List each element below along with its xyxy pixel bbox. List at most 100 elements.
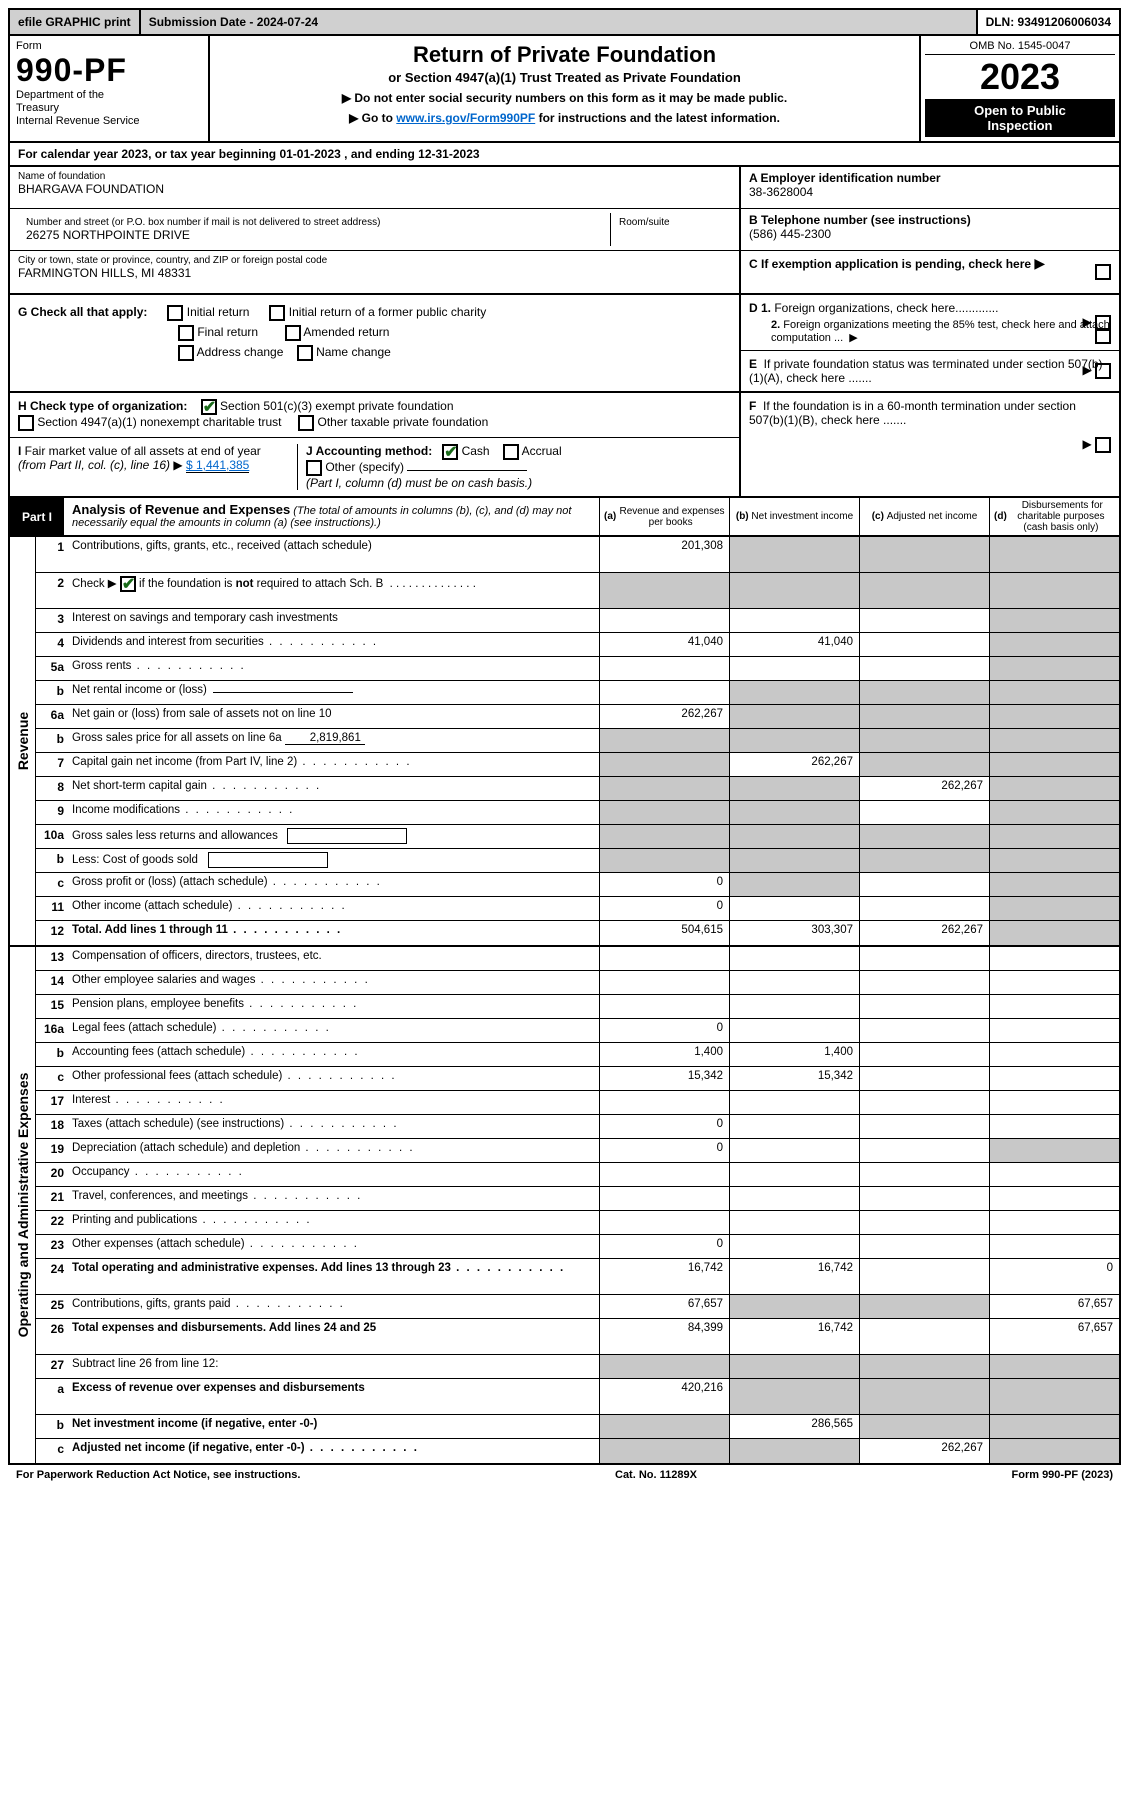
col-a-header: (a) Revenue and expenses per books <box>599 498 729 535</box>
cell-col-b <box>729 1187 859 1210</box>
row-number: 10a <box>36 825 68 848</box>
cell-col-d <box>989 1043 1119 1066</box>
cell-col-c: 262,267 <box>859 777 989 800</box>
cell-col-c <box>859 971 989 994</box>
amended-return-checkbox[interactable] <box>285 325 301 341</box>
cell-col-d <box>989 801 1119 824</box>
row-description: Dividends and interest from securities <box>68 633 599 656</box>
cell-col-d <box>989 825 1119 848</box>
row-number: b <box>36 681 68 704</box>
table-row: 10aGross sales less returns and allowanc… <box>36 825 1119 849</box>
irs-link[interactable]: www.irs.gov/Form990PF <box>396 111 535 125</box>
name-change-checkbox[interactable] <box>297 345 313 361</box>
f-checkbox[interactable] <box>1095 437 1111 453</box>
open-public: Open to PublicInspection <box>925 99 1115 137</box>
row-number: 8 <box>36 777 68 800</box>
cell-col-a: 420,216 <box>599 1379 729 1414</box>
row-number: 13 <box>36 947 68 970</box>
row-number: 26 <box>36 1319 68 1354</box>
cell-col-b: 303,307 <box>729 921 859 945</box>
table-row: 26Total expenses and disbursements. Add … <box>36 1319 1119 1355</box>
schb-checkbox[interactable] <box>120 576 136 592</box>
table-row: cOther professional fees (attach schedul… <box>36 1067 1119 1091</box>
cell-col-a: 0 <box>599 1019 729 1042</box>
cell-col-b <box>729 537 859 572</box>
form-header: Form 990-PF Department of theTreasuryInt… <box>8 36 1121 143</box>
e-checkbox[interactable] <box>1095 363 1111 379</box>
row-number: b <box>36 849 68 872</box>
foundation-address: 26275 NORTHPOINTE DRIVE <box>26 228 602 242</box>
row-number: 19 <box>36 1139 68 1162</box>
cell-col-a <box>599 657 729 680</box>
cell-col-b <box>729 1163 859 1186</box>
table-row: bNet rental income or (loss) <box>36 681 1119 705</box>
cell-col-a: 201,308 <box>599 537 729 572</box>
row-number: 7 <box>36 753 68 776</box>
row-description: Less: Cost of goods sold <box>68 849 599 872</box>
table-row: cAdjusted net income (if negative, enter… <box>36 1439 1119 1463</box>
cell-col-d <box>989 1019 1119 1042</box>
col-c-header: (c) Adjusted net income <box>859 498 989 535</box>
cell-col-b <box>729 1295 859 1318</box>
cell-col-b <box>729 705 859 728</box>
row-description: Travel, conferences, and meetings <box>68 1187 599 1210</box>
cell-col-b <box>729 573 859 608</box>
initial-return-checkbox[interactable] <box>167 305 183 321</box>
row-description: Printing and publications <box>68 1211 599 1234</box>
cell-col-c <box>859 873 989 896</box>
instr-ssn: ▶ Do not enter social security numbers o… <box>218 91 911 105</box>
cell-col-c <box>859 1187 989 1210</box>
other-taxable-checkbox[interactable] <box>298 415 314 431</box>
instr-goto: ▶ Go to www.irs.gov/Form990PF for instru… <box>218 111 911 125</box>
cell-col-a <box>599 609 729 632</box>
table-row: 17Interest <box>36 1091 1119 1115</box>
cell-col-a <box>599 825 729 848</box>
row-number: 11 <box>36 897 68 920</box>
cell-col-d <box>989 1115 1119 1138</box>
row-number: 4 <box>36 633 68 656</box>
row-number: c <box>36 873 68 896</box>
row-number: 15 <box>36 995 68 1018</box>
row-number: 14 <box>36 971 68 994</box>
501c3-checkbox[interactable] <box>201 399 217 415</box>
final-return-checkbox[interactable] <box>178 325 194 341</box>
phone-label: B Telephone number (see instructions) <box>749 213 971 227</box>
omb-number: OMB No. 1545-0047 <box>925 40 1115 55</box>
cell-col-d <box>989 1415 1119 1438</box>
cell-col-b: 16,742 <box>729 1319 859 1354</box>
row-description: Total expenses and disbursements. Add li… <box>68 1319 599 1354</box>
table-row: 3Interest on savings and temporary cash … <box>36 609 1119 633</box>
initial-former-checkbox[interactable] <box>269 305 285 321</box>
cell-col-c <box>859 705 989 728</box>
cell-col-b <box>729 995 859 1018</box>
4947-checkbox[interactable] <box>18 415 34 431</box>
row-description: Taxes (attach schedule) (see instruction… <box>68 1115 599 1138</box>
cell-col-c <box>859 1115 989 1138</box>
accrual-checkbox[interactable] <box>503 444 519 460</box>
cell-col-b <box>729 1019 859 1042</box>
row-number: 17 <box>36 1091 68 1114</box>
table-row: bNet investment income (if negative, ent… <box>36 1415 1119 1439</box>
cash-checkbox[interactable] <box>442 444 458 460</box>
d2-checkbox[interactable] <box>1095 328 1111 344</box>
cell-col-d <box>989 609 1119 632</box>
submission-date: Submission Date - 2024-07-24 <box>141 10 978 34</box>
cell-col-c <box>859 849 989 872</box>
row-description: Occupancy <box>68 1163 599 1186</box>
address-change-checkbox[interactable] <box>178 345 194 361</box>
row-description: Total operating and administrative expen… <box>68 1259 599 1294</box>
cell-col-b: 262,267 <box>729 753 859 776</box>
cell-col-c: 262,267 <box>859 921 989 945</box>
other-method-checkbox[interactable] <box>306 460 322 476</box>
efile-print-button[interactable]: efile GRAPHIC print <box>10 10 141 34</box>
exemption-checkbox[interactable] <box>1095 264 1111 280</box>
cell-col-d <box>989 705 1119 728</box>
cell-col-c <box>859 947 989 970</box>
cell-col-c <box>859 825 989 848</box>
cell-col-d <box>989 897 1119 920</box>
cell-col-b <box>729 681 859 704</box>
cell-col-d <box>989 1439 1119 1463</box>
row-description: Other employee salaries and wages <box>68 971 599 994</box>
cell-col-a: 0 <box>599 1115 729 1138</box>
cell-col-a <box>599 777 729 800</box>
